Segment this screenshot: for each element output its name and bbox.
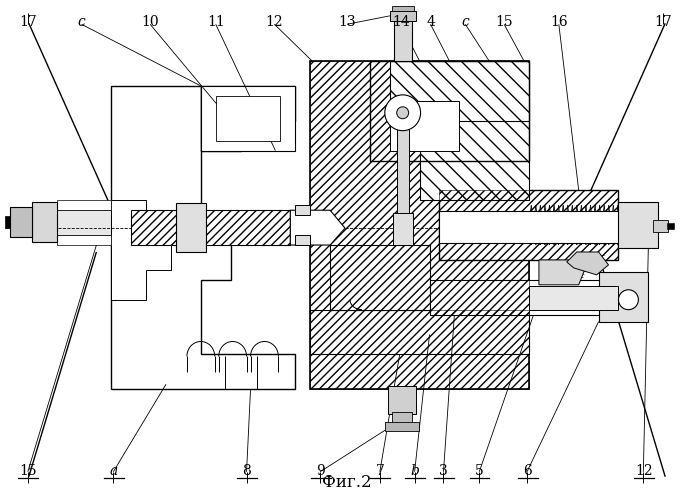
Bar	[393, 213, 413, 245]
Polygon shape	[201, 86, 295, 150]
Polygon shape	[111, 200, 171, 300]
Bar	[529, 286, 618, 310]
Text: 10: 10	[142, 16, 159, 30]
Bar	[201, 86, 295, 150]
Bar	[176, 204, 206, 252]
Polygon shape	[653, 220, 668, 232]
Polygon shape	[310, 310, 529, 354]
Polygon shape	[567, 252, 609, 275]
Polygon shape	[57, 235, 111, 245]
Text: 16: 16	[551, 16, 568, 30]
Polygon shape	[667, 223, 674, 229]
Text: 9: 9	[316, 464, 325, 478]
Circle shape	[618, 290, 638, 310]
Bar	[390, 101, 459, 150]
Text: a: a	[110, 464, 118, 478]
Polygon shape	[57, 200, 111, 210]
Bar	[391, 6, 414, 12]
Polygon shape	[330, 245, 430, 310]
Polygon shape	[10, 207, 32, 237]
Bar	[216, 96, 280, 140]
Text: Фиг.2: Фиг.2	[322, 474, 372, 491]
Polygon shape	[290, 210, 345, 245]
Text: 12: 12	[266, 16, 283, 30]
Text: 14: 14	[392, 16, 409, 30]
Text: 5: 5	[475, 464, 484, 478]
Bar	[393, 14, 412, 61]
Polygon shape	[618, 202, 659, 248]
Text: 8: 8	[243, 464, 251, 478]
Text: 11: 11	[207, 16, 225, 30]
Text: c: c	[462, 16, 470, 30]
Bar	[439, 211, 623, 243]
Polygon shape	[57, 210, 111, 235]
Polygon shape	[295, 235, 310, 245]
Bar	[599, 272, 648, 322]
Polygon shape	[420, 61, 529, 200]
Text: 3: 3	[439, 464, 448, 478]
Polygon shape	[111, 86, 295, 389]
Polygon shape	[295, 205, 310, 215]
Circle shape	[384, 95, 421, 130]
Text: 4: 4	[427, 16, 436, 30]
Text: 15: 15	[19, 464, 37, 478]
Text: 12: 12	[635, 464, 652, 478]
Bar	[390, 12, 416, 22]
Polygon shape	[539, 260, 589, 285]
Polygon shape	[32, 202, 57, 242]
Bar	[391, 412, 412, 424]
Bar	[388, 386, 416, 414]
Polygon shape	[390, 61, 529, 120]
Bar	[397, 116, 409, 215]
Text: 6: 6	[523, 464, 532, 478]
Text: 13: 13	[338, 16, 356, 30]
Text: 15: 15	[496, 16, 513, 30]
Text: 17: 17	[19, 16, 37, 30]
Polygon shape	[439, 190, 618, 260]
Circle shape	[397, 107, 409, 118]
Polygon shape	[5, 216, 10, 228]
Text: 17: 17	[654, 16, 672, 30]
Bar	[384, 422, 418, 431]
Polygon shape	[430, 280, 618, 314]
Polygon shape	[131, 210, 290, 245]
Text: b: b	[410, 464, 419, 478]
Polygon shape	[310, 61, 529, 389]
Text: 7: 7	[375, 464, 384, 478]
Text: c: c	[78, 16, 85, 30]
